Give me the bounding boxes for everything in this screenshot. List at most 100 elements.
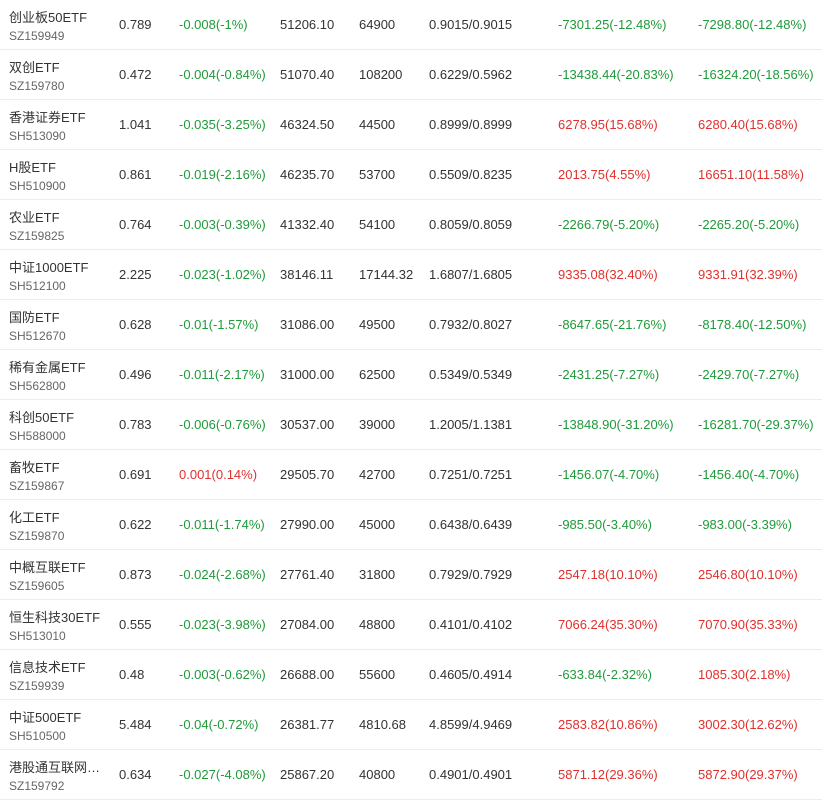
- fund-name[interactable]: 香港证券ETF: [9, 110, 86, 125]
- fund-name[interactable]: 农业ETF: [9, 210, 60, 225]
- turnover-volume: 55600: [359, 667, 396, 682]
- latest-price: 0.622: [119, 517, 152, 532]
- latest-price: 0.496: [119, 367, 152, 382]
- premium-value-1: -2266.79(-5.20%): [558, 217, 660, 232]
- net-asset-value: 1.6807/1.6805: [429, 267, 513, 282]
- fund-name[interactable]: 化工ETF: [9, 510, 60, 525]
- price-change: -0.003(-0.62%): [179, 667, 266, 682]
- price-change: -0.003(-0.39%): [179, 217, 266, 232]
- premium-value-2: -983.00(-3.39%): [698, 517, 792, 532]
- fund-name-cell: 中证500ETF SH510500: [9, 700, 109, 749]
- turnover-amount: 31086.00: [280, 317, 335, 332]
- premium-value-1: 2583.82(10.86%): [558, 717, 658, 732]
- fund-name-cell: 稀有金属ETF SH562800: [9, 350, 109, 399]
- fund-name[interactable]: 信息技术ETF: [9, 660, 86, 675]
- premium-value-2: 9331.91(32.39%): [698, 267, 798, 282]
- latest-price: 0.764: [119, 217, 152, 232]
- premium-value-2: 1085.30(2.18%): [698, 667, 791, 682]
- latest-price: 2.225: [119, 267, 152, 282]
- fund-name-cell: 农业ETF SZ159825: [9, 200, 109, 249]
- fund-code: SH513010: [9, 629, 66, 643]
- fund-name[interactable]: 创业板50ETF: [9, 10, 88, 25]
- fund-name-cell: 创业板50ETF SZ159949: [9, 0, 109, 49]
- premium-value-1: -13848.90(-31.20%): [558, 417, 674, 432]
- table-row[interactable]: 恒生科技30ETF SH513010 0.555 -0.023(-3.98%) …: [0, 600, 822, 650]
- table-row[interactable]: 港股通互联网… SZ159792 0.634 -0.027(-4.08%) 25…: [0, 750, 822, 800]
- turnover-amount: 27084.00: [280, 617, 335, 632]
- table-row[interactable]: 香港证券ETF SH513090 1.041 -0.035(-3.25%) 46…: [0, 100, 822, 150]
- turnover-volume: 39000: [359, 417, 396, 432]
- fund-code: SH512100: [9, 279, 66, 293]
- fund-name[interactable]: H股ETF: [9, 160, 56, 175]
- premium-value-1: 6278.95(15.68%): [558, 117, 658, 132]
- table-row[interactable]: 稀有金属ETF SH562800 0.496 -0.011(-2.17%) 31…: [0, 350, 822, 400]
- net-asset-value: 0.9015/0.9015: [429, 17, 513, 32]
- table-row[interactable]: 信息技术ETF SZ159939 0.48 -0.003(-0.62%) 266…: [0, 650, 822, 700]
- price-change: -0.035(-3.25%): [179, 117, 266, 132]
- fund-name[interactable]: 畜牧ETF: [9, 460, 60, 475]
- latest-price: 0.873: [119, 567, 152, 582]
- table-row[interactable]: H股ETF SH510900 0.861 -0.019(-2.16%) 4623…: [0, 150, 822, 200]
- fund-name-cell: 恒生科技30ETF SH513010: [9, 600, 109, 649]
- price-change: -0.008(-1%): [179, 17, 248, 32]
- fund-name[interactable]: 科创50ETF: [9, 410, 75, 425]
- table-row[interactable]: 畜牧ETF SZ159867 0.691 0.001(0.14%) 29505.…: [0, 450, 822, 500]
- latest-price: 0.634: [119, 767, 152, 782]
- fund-code: SH562800: [9, 379, 66, 393]
- latest-price: 1.041: [119, 117, 152, 132]
- turnover-volume: 44500: [359, 117, 396, 132]
- premium-value-2: -16324.20(-18.56%): [698, 67, 814, 82]
- fund-name[interactable]: 中证1000ETF: [9, 260, 89, 275]
- latest-price: 5.484: [119, 717, 152, 732]
- fund-name[interactable]: 国防ETF: [9, 310, 60, 325]
- net-asset-value: 0.6229/0.5962: [429, 67, 513, 82]
- fund-name-cell: 信息技术ETF SZ159939: [9, 650, 109, 699]
- fund-name[interactable]: 双创ETF: [9, 60, 60, 75]
- fund-name[interactable]: 稀有金属ETF: [9, 360, 86, 375]
- fund-name[interactable]: 中证500ETF: [9, 710, 82, 725]
- fund-name[interactable]: 港股通互联网…: [9, 760, 101, 775]
- turnover-amount: 30537.00: [280, 417, 335, 432]
- fund-name-cell: 中概互联ETF SZ159605: [9, 550, 109, 599]
- latest-price: 0.472: [119, 67, 152, 82]
- net-asset-value: 0.4901/0.4901: [429, 767, 513, 782]
- table-row[interactable]: 中证500ETF SH510500 5.484 -0.04(-0.72%) 26…: [0, 700, 822, 750]
- table-row[interactable]: 中证1000ETF SH512100 2.225 -0.023(-1.02%) …: [0, 250, 822, 300]
- premium-value-1: -1456.07(-4.70%): [558, 467, 660, 482]
- turnover-volume: 17144.32: [359, 267, 414, 282]
- fund-name-cell: 中证1000ETF SH512100: [9, 250, 109, 299]
- table-row[interactable]: 农业ETF SZ159825 0.764 -0.003(-0.39%) 4133…: [0, 200, 822, 250]
- fund-name-cell: 科创50ETF SH588000: [9, 400, 109, 449]
- fund-code: SH588000: [9, 429, 66, 443]
- table-row[interactable]: 化工ETF SZ159870 0.622 -0.011(-1.74%) 2799…: [0, 500, 822, 550]
- turnover-amount: 31000.00: [280, 367, 335, 382]
- net-asset-value: 0.4101/0.4102: [429, 617, 513, 632]
- fund-code: SZ159780: [9, 79, 65, 93]
- price-change: -0.004(-0.84%): [179, 67, 266, 82]
- turnover-volume: 31800: [359, 567, 396, 582]
- table-row[interactable]: 国防ETF SH512670 0.628 -0.01(-1.57%) 31086…: [0, 300, 822, 350]
- premium-value-2: -1456.40(-4.70%): [698, 467, 800, 482]
- turnover-volume: 48800: [359, 617, 396, 632]
- table-row[interactable]: 创业板50ETF SZ159949 0.789 -0.008(-1%) 5120…: [0, 0, 822, 50]
- net-asset-value: 0.7251/0.7251: [429, 467, 513, 482]
- table-row[interactable]: 双创ETF SZ159780 0.472 -0.004(-0.84%) 5107…: [0, 50, 822, 100]
- table-row[interactable]: 中概互联ETF SZ159605 0.873 -0.024(-2.68%) 27…: [0, 550, 822, 600]
- price-change: -0.006(-0.76%): [179, 417, 266, 432]
- turnover-volume: 49500: [359, 317, 396, 332]
- turnover-volume: 108200: [359, 67, 403, 82]
- premium-value-1: 2547.18(10.10%): [558, 567, 658, 582]
- latest-price: 0.48: [119, 667, 145, 682]
- turnover-amount: 29505.70: [280, 467, 335, 482]
- fund-name[interactable]: 恒生科技30ETF: [9, 610, 101, 625]
- fund-name[interactable]: 中概互联ETF: [9, 560, 86, 575]
- price-change: -0.023(-1.02%): [179, 267, 266, 282]
- table-row[interactable]: 科创50ETF SH588000 0.783 -0.006(-0.76%) 30…: [0, 400, 822, 450]
- price-change: -0.024(-2.68%): [179, 567, 266, 582]
- net-asset-value: 0.4605/0.4914: [429, 667, 513, 682]
- fund-name-cell: 畜牧ETF SZ159867: [9, 450, 109, 499]
- premium-value-1: -985.50(-3.40%): [558, 517, 652, 532]
- fund-name-cell: H股ETF SH510900: [9, 150, 109, 199]
